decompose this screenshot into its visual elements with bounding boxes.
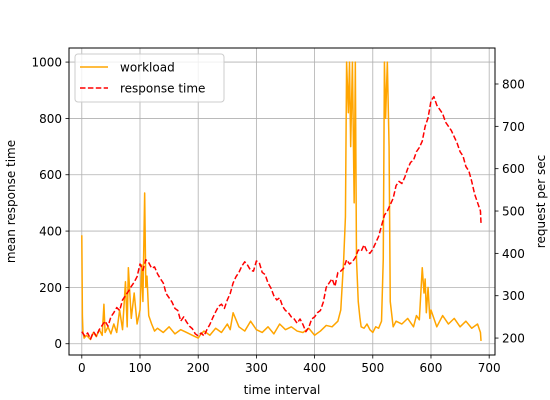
plot-frame [68,47,496,356]
x-tick-label: 700 [478,361,501,375]
y-axis-right: 200 300 400 500 600 700 800 [495,77,525,346]
y-left-tick-label: 0 [54,337,62,351]
legend-label-workload: workload [120,61,175,75]
x-tick-label: 300 [245,361,268,375]
y-left-tick-label: 200 [39,281,62,295]
x-tick-label: 500 [361,361,384,375]
legend: workload response time [74,53,225,103]
x-tick-label: 200 [187,361,210,375]
grid [69,48,495,355]
y-left-tick-label: 1000 [31,56,62,70]
series-line-workload [81,61,482,341]
y-right-tick-label: 300 [502,289,525,303]
y-right-tick-label: 200 [502,332,525,346]
y-right-tick-label: 700 [502,120,525,134]
legend-label-response-time: response time [120,82,205,96]
x-tick-label: 0 [78,361,86,375]
series-layer [81,61,482,341]
x-tick-label: 600 [420,361,443,375]
y-axis-left: 0 200 400 600 800 1000 [31,56,69,351]
y-axis-right-label: request per sec [534,155,548,248]
y-right-tick-label: 800 [502,77,525,91]
y-right-tick-label: 400 [502,247,525,261]
y-axis-left-label: mean response time [4,140,18,263]
series-line-response-time [81,95,482,340]
y-left-tick-label: 400 [39,225,62,239]
legend-box [74,53,225,103]
x-tick-label: 400 [303,361,326,375]
x-axis: 0 100 200 300 400 500 600 700 [78,355,501,375]
x-tick-label: 100 [129,361,152,375]
y-right-tick-label: 500 [502,205,525,219]
x-axis-label: time interval [244,383,321,397]
y-left-tick-label: 600 [39,168,62,182]
y-left-tick-label: 800 [39,112,62,126]
y-right-tick-label: 600 [502,162,525,176]
